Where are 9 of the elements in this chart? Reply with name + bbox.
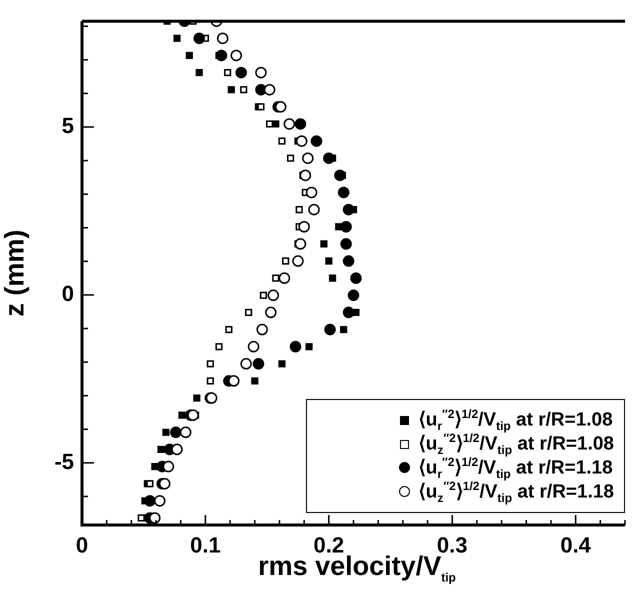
- y-axis-title: z (mm): [0, 230, 30, 317]
- x-tick-label: 0.4: [560, 532, 592, 558]
- y-tick-label: 0: [62, 280, 74, 306]
- x-tick-label: 0.3: [436, 532, 468, 558]
- x-tick-label: 0.1: [190, 532, 221, 558]
- x-tick-label: 0.2: [314, 532, 344, 558]
- legend-label: ⟨u$_{r}$$^{′′2}$⟩$^{1/2}$/V$_{tip}$ at r/R=1.08: [418, 406, 613, 434]
- y-tick-label: -5: [54, 448, 74, 474]
- y-tick-label: 5: [62, 113, 74, 138]
